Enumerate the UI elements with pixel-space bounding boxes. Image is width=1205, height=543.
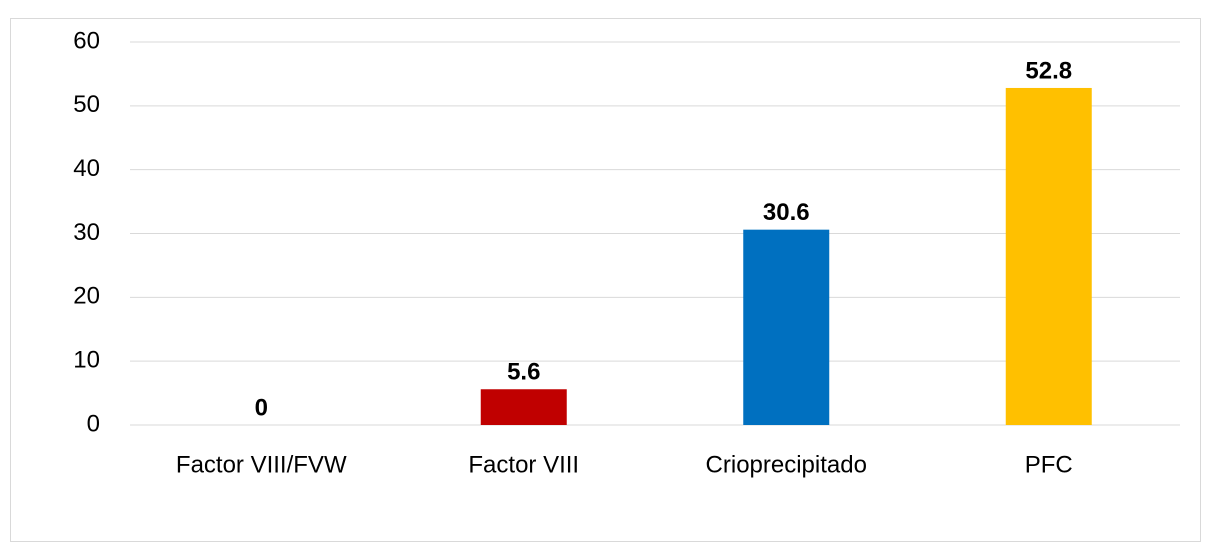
x-tick-label: Factor VIII <box>468 451 579 478</box>
bar <box>1005 87 1092 426</box>
bar <box>480 389 567 425</box>
x-tick-label: Crioprecipitado <box>706 451 867 478</box>
bar <box>743 229 830 425</box>
value-label: 0 <box>255 394 268 421</box>
y-tick-label: 20 <box>73 283 100 310</box>
y-tick-label: 40 <box>73 155 100 182</box>
y-tick-label: 10 <box>73 347 100 374</box>
chart-frame <box>10 18 1201 542</box>
y-tick-label: 30 <box>73 219 100 246</box>
y-tick-label: 0 <box>87 410 100 437</box>
value-label: 30.6 <box>763 199 810 226</box>
value-label: 52.8 <box>1025 57 1072 84</box>
y-tick-label: 50 <box>73 91 100 118</box>
x-tick-label: Factor VIII/FVW <box>176 451 347 478</box>
y-tick-label: 60 <box>73 27 100 54</box>
value-label: 5.6 <box>507 359 540 386</box>
x-tick-label: PFC <box>1025 451 1073 478</box>
